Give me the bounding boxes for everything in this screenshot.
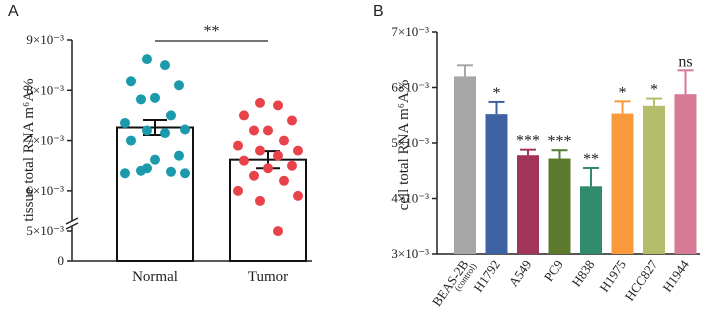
data-point (249, 125, 259, 136)
y-axis-label: cell total RNA m⁶A% (396, 80, 412, 211)
data-point (279, 175, 289, 186)
data-point (287, 160, 297, 171)
x-tick-label: H1944 (659, 257, 692, 295)
data-point (255, 145, 265, 156)
bar (485, 114, 508, 254)
significance-label: * (650, 82, 658, 99)
axis-break (65, 217, 79, 225)
axis-break (65, 222, 79, 230)
x-tick-label: PC9 (541, 257, 566, 284)
data-point (233, 185, 243, 196)
data-point (126, 76, 136, 87)
data-point (293, 190, 303, 201)
data-point (142, 54, 152, 65)
y-tick-label: 0 (58, 253, 65, 268)
panel-label: B (373, 3, 384, 20)
x-tick-label: HCC827 (622, 257, 661, 304)
data-point (263, 125, 273, 136)
significance-label: *** (548, 133, 572, 150)
y-tick-label: 6×10⁻³ (26, 183, 64, 198)
data-point (233, 140, 243, 151)
data-point (142, 163, 152, 174)
y-tick-label: 7×10⁻³ (391, 24, 429, 39)
significance-label: ** (204, 23, 220, 40)
bar (548, 158, 571, 254)
x-tick-label: Normal (132, 269, 178, 285)
data-point (142, 125, 152, 136)
data-point (174, 150, 184, 161)
data-point (180, 124, 190, 135)
data-point (174, 80, 184, 91)
data-point (239, 155, 249, 166)
data-point (136, 94, 146, 105)
data-point (166, 166, 176, 177)
data-point (255, 97, 265, 108)
y-tick-label: 5×10⁻³ (391, 135, 429, 150)
significance-label: * (619, 84, 627, 101)
bar (611, 113, 634, 255)
x-tick-label: Tumor (248, 269, 288, 285)
bar (116, 126, 194, 262)
data-point (273, 226, 283, 237)
data-point (150, 92, 160, 103)
data-point (255, 195, 265, 206)
bar (643, 105, 665, 254)
data-point (150, 154, 160, 165)
data-point (180, 168, 190, 179)
data-point (293, 145, 303, 156)
data-point (249, 170, 259, 181)
data-point (166, 110, 176, 121)
data-point (273, 150, 283, 161)
y-tick-label: 8×10⁻³ (26, 82, 64, 97)
bar (674, 94, 697, 254)
y-tick-label: 7×10⁻³ (26, 133, 64, 148)
data-point (160, 60, 170, 71)
significance-label: * (493, 85, 501, 102)
data-point (160, 128, 170, 139)
y-tick-label: 6×10⁻³ (391, 80, 429, 95)
y-tick-label: 3×10⁻³ (391, 246, 429, 261)
data-point (263, 163, 273, 174)
significance-label: ns (678, 53, 692, 70)
y-axis-label: tissue total RNA m⁶A% (21, 78, 37, 221)
data-point (279, 135, 289, 146)
data-point (120, 168, 130, 179)
bar (580, 186, 602, 254)
y-tick-label: 4×10⁻³ (391, 191, 429, 206)
data-point (239, 110, 249, 121)
data-point (120, 117, 130, 128)
significance-label: *** (516, 133, 540, 150)
data-point (273, 100, 283, 111)
x-tick-label: H838 (569, 257, 598, 289)
panel-label: A (8, 3, 19, 20)
data-point (126, 135, 136, 146)
x-tick-label: H1975 (596, 257, 629, 295)
x-tick-label: A549 (506, 257, 535, 289)
significance-label: ** (583, 151, 599, 168)
y-tick-label: 9×10⁻³ (26, 32, 64, 47)
y-tick-label: 5×10⁻³ (26, 223, 64, 238)
bar (454, 76, 476, 255)
bar (229, 158, 307, 262)
data-point (287, 115, 297, 126)
bar (517, 155, 539, 254)
x-tick-label: H1792 (470, 257, 503, 295)
